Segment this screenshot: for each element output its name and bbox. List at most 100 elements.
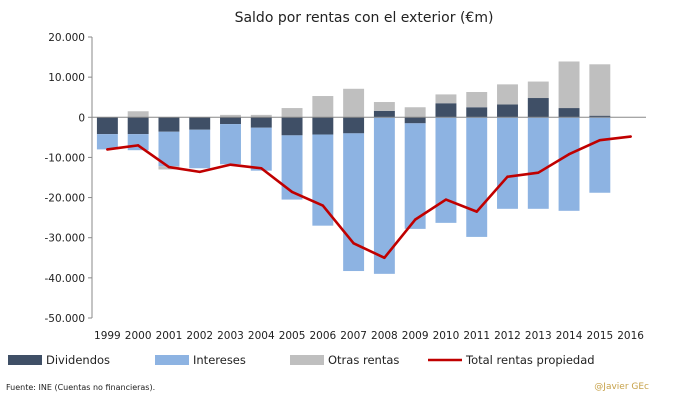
- bar-dividendos-2006: [312, 117, 334, 135]
- total-point-2008: [383, 256, 386, 259]
- legend-label-total-rentas-propiedad: Total rentas propiedad: [465, 353, 595, 367]
- total-point-2007: [352, 242, 355, 245]
- x-tick-label: 2007: [340, 330, 367, 342]
- bar-intereses-2000: [127, 134, 149, 151]
- bar-otras-rentas-2012: [497, 84, 518, 105]
- bar-intereses-2008: [373, 117, 395, 274]
- bar-dividendos-2005: [281, 117, 303, 136]
- legend-swatch-dividendos: [8, 355, 42, 365]
- y-tick-label: 10.000: [48, 72, 85, 84]
- bar-dividendos-1999: [96, 117, 118, 135]
- x-tick-label: 2006: [309, 330, 336, 342]
- total-line-path: [106, 135, 632, 260]
- x-tick-label: 2013: [525, 330, 552, 342]
- x-tick-label: 2004: [248, 330, 275, 342]
- chart-title: Saldo por rentas con el exterior (€m): [235, 10, 494, 26]
- bar-dividendos-2007: [343, 117, 365, 134]
- legend-label-otras-rentas: Otras rentas: [328, 353, 399, 367]
- x-tick-label: 2005: [279, 330, 306, 342]
- bar-intereses-2012: [497, 117, 518, 209]
- bar-dividendos-2001: [158, 117, 180, 132]
- bar-otras-rentas-2000: [127, 111, 149, 118]
- tick-labels: 20.000 10.000 0 -10.000 -20.000 -30.000 -40.00…: [44, 32, 644, 342]
- bar-otras-rentas-2003: [220, 114, 241, 118]
- bar-dividendos-2000: [127, 117, 149, 135]
- legend-swatch-intereses: [155, 355, 189, 365]
- bar-otras-rentas-2011: [466, 91, 488, 108]
- total-point-2012: [506, 175, 509, 178]
- bar-intereses-2010: [435, 117, 457, 223]
- bar-intereses-2001: [158, 131, 180, 167]
- bar-dividendos-2012: [497, 104, 518, 118]
- bar-intereses-2003: [220, 124, 241, 165]
- x-tick-label: 2010: [433, 330, 460, 342]
- x-tick-label: 2011: [463, 330, 490, 342]
- author-credit: @Javier GEc: [594, 382, 649, 392]
- x-tick-label: 2014: [556, 330, 583, 342]
- bar-intereses-2005: [281, 135, 303, 200]
- total-point-2003: [229, 163, 232, 166]
- bar-intereses-2006: [312, 134, 334, 226]
- bar-otras-rentas-2006: [312, 96, 334, 118]
- bar-intereses-2004: [250, 127, 272, 171]
- bar-otras-rentas-2014: [558, 61, 580, 109]
- y-tick-label: -40.000: [44, 273, 85, 285]
- bar-intereses-2002: [189, 129, 211, 169]
- bar-otras-rentas-2009: [404, 107, 426, 118]
- total-point-2001: [167, 165, 171, 169]
- x-tick-label: 1999: [94, 330, 121, 342]
- bar-intereses-2011: [466, 117, 488, 237]
- x-tick-label: 2015: [586, 330, 613, 342]
- bar-dividendos-2002: [189, 117, 211, 130]
- total-point-2005: [290, 190, 294, 194]
- axes: [88, 36, 646, 319]
- bar-dividendos-2011: [466, 107, 488, 118]
- bar-dividendos-2014: [558, 108, 580, 118]
- total-point-2011: [475, 210, 478, 213]
- legend-label-dividendos: Dividendos: [46, 353, 110, 367]
- bar-intereses-1999: [96, 134, 118, 150]
- x-tick-label: 2012: [494, 330, 521, 342]
- x-tick-label: 2016: [617, 330, 644, 342]
- bar-otras-rentas-2015: [589, 64, 611, 116]
- total-point-2010: [444, 198, 448, 201]
- bar-intereses-2009: [404, 123, 426, 229]
- total-point-2013: [537, 171, 540, 174]
- total-point-2002: [198, 170, 201, 174]
- bar-dividendos-2013: [527, 98, 549, 118]
- legend-swatch-otras-rentas: [290, 355, 324, 365]
- bar-otras-rentas-2010: [435, 94, 457, 104]
- y-tick-label: -50.000: [44, 313, 85, 325]
- source-note: Fuente: INE (Cuentas no financieras).: [6, 383, 156, 392]
- bar-otras-rentas-2013: [527, 81, 549, 99]
- bar-intereses-2014: [558, 117, 580, 211]
- total-point-2015: [598, 138, 602, 142]
- bar-otras-rentas-2007: [343, 88, 365, 118]
- y-tick-label: 0: [78, 112, 85, 124]
- total-point-2006: [321, 204, 325, 207]
- total-point-2000: [136, 144, 140, 147]
- bar-intereses-2007: [343, 133, 365, 272]
- bar-intereses-2015: [589, 117, 611, 193]
- bar-dividendos-2004: [250, 117, 272, 128]
- y-tick-label: -30.000: [44, 233, 85, 245]
- total-point-2004: [260, 167, 263, 170]
- y-tick-label: -10.000: [44, 152, 85, 164]
- x-tick-label: 2001: [156, 330, 183, 342]
- x-tick-label: 2002: [186, 330, 213, 342]
- bar-dividendos-2008: [373, 110, 395, 118]
- legend-label-intereses: Intereses: [193, 353, 246, 367]
- total-point-2009: [413, 218, 417, 221]
- bar-otras-rentas-2005: [281, 108, 303, 118]
- bar-intereses-2013: [527, 117, 549, 209]
- bar-otras-rentas-2008: [373, 102, 395, 111]
- bar-dividendos-2009: [404, 117, 426, 124]
- legend: Dividendos Intereses Otras rentas Total ren…: [8, 353, 595, 367]
- total-line: [106, 135, 632, 260]
- total-point-2014: [567, 153, 571, 156]
- x-tick-label: 2008: [371, 330, 398, 342]
- bar-dividendos-2010: [435, 103, 457, 118]
- bar-dividendos-2015: [589, 115, 611, 118]
- x-tick-label: 2009: [402, 330, 429, 342]
